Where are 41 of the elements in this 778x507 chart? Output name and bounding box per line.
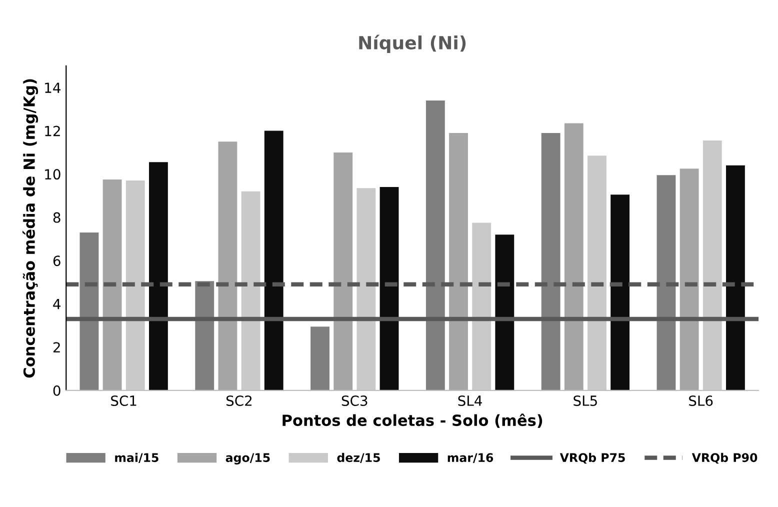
bar: [680, 168, 699, 390]
bar: [726, 165, 745, 390]
bar: [195, 281, 214, 390]
x-tick-label: SC1: [111, 395, 136, 406]
y-axis-title: Concentração média de Ni (mg/Kg): [22, 79, 38, 378]
bar: [449, 132, 468, 390]
y-tick-label: 2: [53, 342, 60, 352]
x-tick-label: SC3: [342, 395, 368, 406]
y-tick-label: 8: [53, 212, 60, 223]
legend-label: mai/15: [115, 452, 158, 463]
x-tick-label: SL5: [574, 395, 597, 406]
legend-label: VRQb P90: [692, 452, 758, 464]
bar: [218, 142, 238, 390]
bar: [148, 162, 168, 390]
x-tick-label: SL6: [689, 395, 713, 406]
y-tick-label: 0: [53, 385, 60, 396]
legend-label: VRQb P75: [560, 452, 625, 464]
bar: [541, 132, 560, 390]
y-tick-label: 10: [45, 169, 60, 180]
y-tick-label: 14: [45, 82, 60, 93]
chart-title: Níquel (Ni): [359, 34, 466, 53]
bar: [380, 187, 399, 390]
bar: [334, 152, 353, 390]
bar: [564, 123, 584, 390]
y-tick-label: 4: [53, 299, 60, 310]
y-tick-label: 12: [45, 126, 60, 136]
bar: [495, 234, 514, 390]
legend-label: ago/15: [226, 453, 270, 464]
bar: [80, 232, 99, 390]
bar: [426, 100, 445, 390]
legend-label: dez/15: [337, 452, 380, 463]
bar: [656, 175, 676, 390]
bar: [102, 179, 122, 390]
legend-label: mar/16: [448, 453, 494, 463]
bar: [610, 194, 630, 390]
y-tick-label: 6: [53, 256, 60, 266]
bar: [264, 130, 284, 390]
x-tick-label: SL4: [458, 395, 482, 406]
bar: [310, 326, 330, 390]
x-tick-label: SC2: [226, 395, 252, 406]
x-axis-title: Pontos de coletas - Solo (mês): [282, 414, 542, 428]
